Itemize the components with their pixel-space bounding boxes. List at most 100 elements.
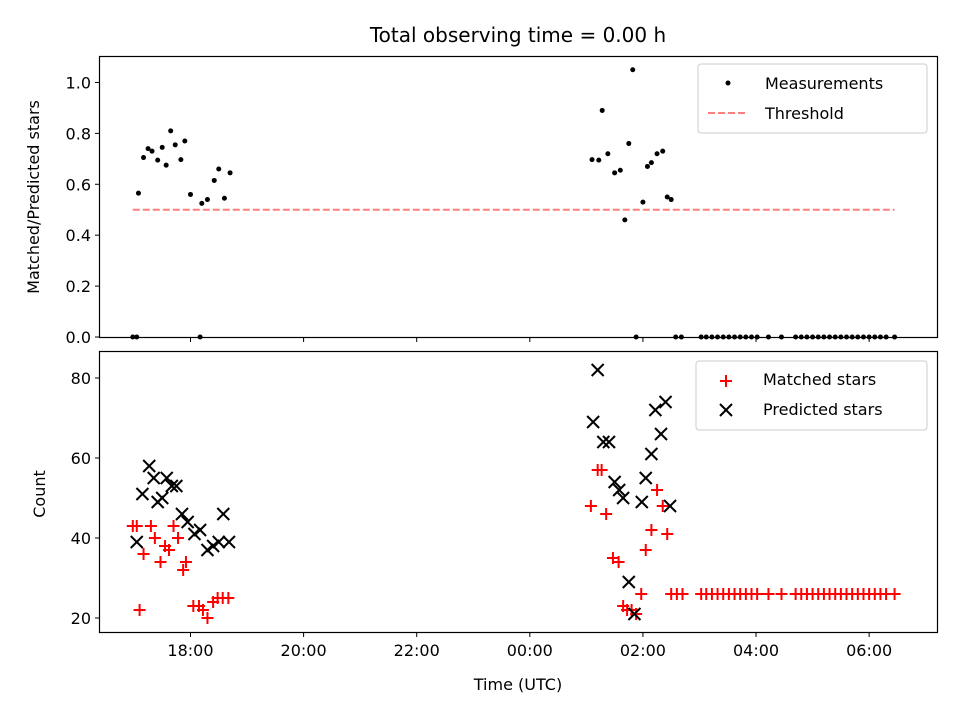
matched-star-point	[177, 564, 190, 576]
matched-star-point	[201, 612, 214, 624]
measurement-point	[168, 128, 174, 134]
measurement-point	[612, 170, 618, 176]
predicted-star-point	[590, 363, 605, 377]
legend-matched-stars-marker	[720, 375, 732, 387]
measurement-point	[178, 157, 184, 163]
measurement-point	[654, 151, 660, 157]
legend-predicted-stars-label: Predicted stars	[763, 400, 883, 419]
measurement-point	[135, 190, 141, 196]
top-y-tick-label: 0.2	[66, 277, 91, 296]
bottom-x-tick-label: 18:00	[167, 641, 213, 660]
measurement-point	[599, 107, 605, 113]
predicted-star-point	[160, 471, 174, 485]
top-y-axis-label: Matched/Predicted stars	[24, 100, 43, 294]
bottom-panel: 20 40 60 80 18:00 20:00 22:00 00:00 02:00 04:00 0…	[30, 350, 939, 694]
matched-star-point	[751, 588, 764, 600]
top-panel: 0.0 0.2 0.4 0.6 0.8 1.0 Matched/Predicted sta…	[24, 55, 939, 347]
predicted-star-point	[216, 507, 230, 521]
top-y-tick-label: 0.0	[66, 328, 91, 347]
measurement-point	[668, 197, 674, 203]
bottom-y-tick-label: 20	[71, 609, 91, 628]
measurement-point	[216, 166, 222, 172]
predicted-star-point	[187, 527, 202, 541]
matched-star-point	[222, 592, 235, 604]
matched-star-point	[133, 604, 146, 616]
matched-star-point	[775, 588, 788, 600]
matched-star-point	[630, 608, 643, 620]
top-chart-title: Total observing time = 0.00 h	[369, 23, 666, 47]
predicted-star-point	[648, 403, 663, 417]
measurement-point	[149, 148, 155, 154]
matched-star-point	[595, 464, 608, 476]
measurement-point	[182, 138, 188, 144]
predicted-star-point	[616, 491, 630, 505]
measurement-point	[596, 157, 602, 163]
bottom-x-tick-label: 22:00	[394, 641, 440, 660]
predicted-star-point	[654, 427, 668, 441]
matched-star-point	[137, 548, 150, 560]
matched-star-point	[656, 500, 669, 512]
bottom-x-axis: 18:00 20:00 22:00 00:00 02:00 04:00 06:00	[167, 632, 892, 660]
bottom-legend: Matched stars Predicted stars	[695, 360, 928, 431]
measurement-point	[199, 200, 205, 206]
measurement-point	[648, 160, 654, 166]
measurement-point	[605, 151, 611, 157]
top-y-tick-label: 0.8	[66, 124, 91, 143]
predicted-star-point	[142, 459, 156, 473]
bottom-y-axis: 20 40 60 80	[71, 369, 100, 628]
bottom-x-tick-label: 00:00	[507, 641, 553, 660]
matched-star-point	[584, 500, 597, 512]
predicted-star-point	[639, 471, 653, 485]
measurement-point	[172, 142, 178, 148]
top-x-ticks	[189, 337, 870, 342]
predicted-star-point	[602, 435, 616, 449]
legend-threshold-label: Threshold	[764, 104, 844, 123]
predicted-star-point	[180, 515, 195, 529]
top-y-tick-label: 0.4	[66, 226, 91, 245]
top-legend-box	[697, 63, 928, 134]
predicted-star-point	[206, 539, 220, 553]
bottom-y-tick-label: 40	[71, 529, 91, 548]
measurement-point	[159, 144, 165, 150]
predicted-star-point	[147, 471, 161, 485]
bottom-x-tick-label: 20:00	[281, 641, 327, 660]
predicted-star-point	[175, 507, 189, 521]
predicted-star-point	[193, 523, 207, 537]
measurement-point	[145, 146, 151, 152]
bottom-y-axis-label: Count	[30, 470, 49, 518]
matched-star-point	[888, 588, 901, 600]
predicted-star-point	[663, 499, 677, 513]
predicted-star-point	[135, 487, 150, 501]
bottom-y-tick-label: 60	[71, 449, 91, 468]
bottom-x-tick-label: 04:00	[733, 641, 779, 660]
matched-star-point	[148, 532, 161, 544]
predicted-star-point	[612, 483, 626, 497]
bottom-x-tick-label: 06:00	[846, 641, 892, 660]
top-y-tick-label: 1.0	[66, 73, 91, 92]
legend-measurements-marker	[725, 80, 731, 86]
predicted-star-point	[644, 447, 659, 461]
measurement-point	[589, 157, 595, 163]
matched-star-point	[196, 604, 209, 616]
measurement-point	[617, 167, 623, 173]
predicted-star-point	[622, 575, 636, 589]
legend-predicted-stars-marker	[719, 403, 733, 417]
bottom-y-tick-label: 80	[71, 369, 91, 388]
measurement-point	[163, 162, 169, 168]
measurement-point	[644, 163, 650, 169]
predicted-star-point	[130, 535, 144, 549]
matched-star-point	[661, 528, 674, 540]
legend-matched-stars-label: Matched stars	[763, 370, 876, 389]
predicted-star-point	[222, 535, 236, 549]
bottom-x-tick-label: 02:00	[620, 641, 666, 660]
matched-star-point	[645, 524, 658, 536]
matched-star-point	[172, 532, 185, 544]
measurement-point	[204, 197, 210, 203]
predicted-star-point	[627, 607, 642, 621]
measurement-point	[211, 177, 217, 183]
top-y-tick-label: 0.6	[66, 175, 91, 194]
measurement-point	[227, 170, 233, 176]
matched-star-point	[162, 544, 175, 556]
matched-star-point	[154, 556, 167, 568]
